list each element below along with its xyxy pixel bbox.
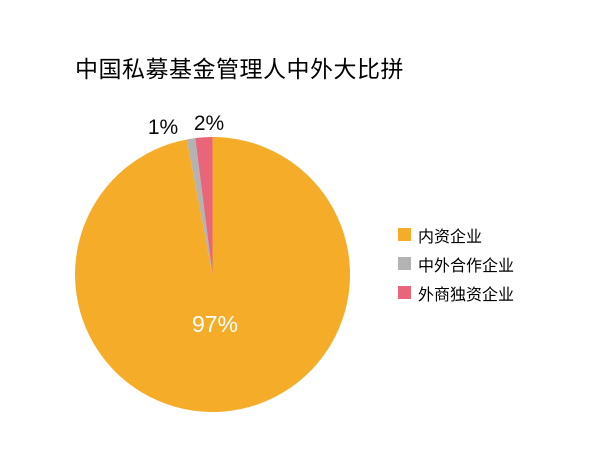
- legend-label-foreign: 外商独资企业: [418, 286, 515, 304]
- legend-swatch-foreign-icon: [398, 286, 411, 299]
- legend-swatch-domestic-icon: [398, 228, 411, 241]
- legend: 内资企业 中外合作企业 外商独资企业: [398, 220, 514, 307]
- legend-label-cooperative: 中外合作企业: [418, 257, 515, 275]
- slice-label-domestic: 97%: [191, 311, 239, 337]
- legend-item-foreign: 外商独资企业: [398, 278, 514, 307]
- legend-item-cooperative: 中外合作企业: [398, 249, 514, 278]
- pie-slice-2: [195, 137, 213, 275]
- legend-item-domestic: 内资企业: [398, 220, 514, 249]
- pie-slice-1: [186, 138, 213, 275]
- chart-title: 中国私募基金管理人中外大比拼: [75, 56, 404, 82]
- legend-label-domestic: 内资企业: [418, 228, 483, 246]
- slice-label-cooperative: 1%: [147, 116, 179, 139]
- slice-label-foreign: 2%: [193, 112, 225, 135]
- legend-swatch-cooperative-icon: [398, 257, 411, 270]
- pie-slice-0: [75, 137, 351, 412]
